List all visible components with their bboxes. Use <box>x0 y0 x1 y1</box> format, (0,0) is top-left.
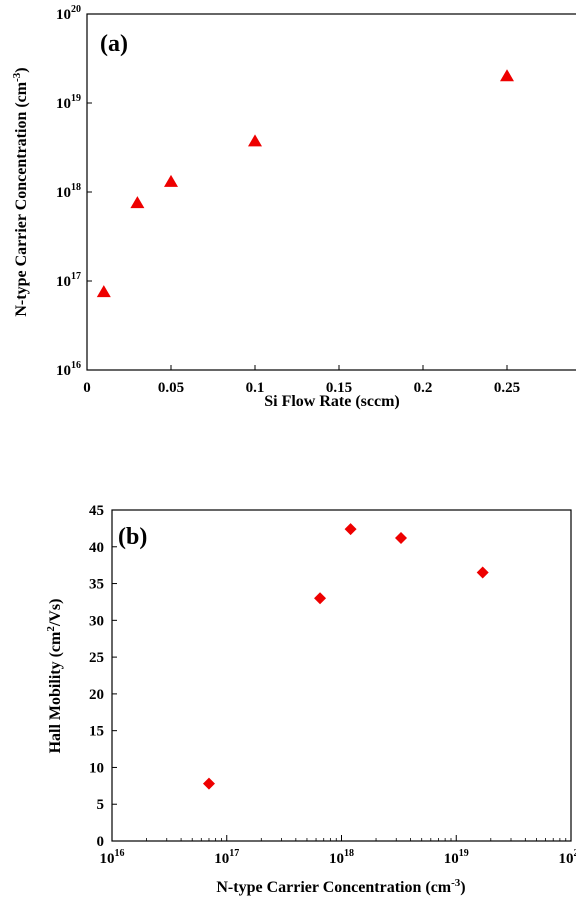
y-axis-label-a: N-type Carrier Concentration (cm-3) <box>11 67 30 316</box>
axes-a: 00.050.10.150.20.250.3101610171018101910… <box>56 4 520 396</box>
x-tick-label-b: 1016 <box>100 848 125 867</box>
data-point-a <box>96 285 111 298</box>
data-point-b <box>314 592 327 605</box>
x-axis-label-a: Si Flow Rate (sccm) <box>264 393 400 410</box>
y-tick-label-a: 1019 <box>56 93 81 112</box>
x-tick-label-b: 1019 <box>444 848 469 867</box>
x-axis-label-b: N-type Carrier Concentration (cm-3) <box>216 877 465 896</box>
data-point-a <box>164 174 178 187</box>
data-point-b <box>202 777 215 790</box>
x-tick-label-a: 0.2 <box>414 380 433 396</box>
x-tick-label-a: 0 <box>83 380 91 396</box>
y-tick-label-b: 5 <box>97 797 105 813</box>
data-point-a <box>130 196 145 209</box>
plot-frame-a <box>86 13 576 371</box>
panel-label-b: (b) <box>118 524 147 550</box>
y-tick-label-b: 45 <box>89 503 104 519</box>
x-tick-label-a: 0.25 <box>494 380 520 396</box>
x-tick-label-a: 0.05 <box>158 380 184 396</box>
series-b <box>202 523 489 790</box>
y-tick-label-b: 40 <box>89 540 104 556</box>
x-tick-label-a: 0.1 <box>246 380 265 396</box>
y-tick-label-a: 1016 <box>56 360 81 379</box>
y-tick-label-a: 1017 <box>56 271 81 290</box>
y-tick-label-a: 1020 <box>56 4 81 23</box>
series-a <box>96 69 514 298</box>
y-tick-label-b: 20 <box>89 687 104 703</box>
data-point-b <box>476 566 489 579</box>
y-tick-label-b: 35 <box>89 577 104 593</box>
y-tick-label-b: 30 <box>89 613 104 629</box>
x-tick-label-a: 0.15 <box>326 380 352 396</box>
y-tick-label-b: 25 <box>89 650 104 666</box>
x-tick-label-b: 1020 <box>559 848 576 867</box>
data-point-a <box>500 69 514 82</box>
plot-frame-b <box>111 509 572 842</box>
y-tick-label-b: 10 <box>89 760 104 776</box>
x-tick-label-b: 1018 <box>329 848 354 867</box>
chart-b: 1016 1017 1018 1019 1020 0 5 10 15 20 25 30 35 40 45 (… <box>45 503 576 896</box>
y-tick-label-b: 0 <box>97 834 105 850</box>
data-point-b <box>344 523 357 536</box>
data-point-b <box>394 531 407 544</box>
axes-b: 1016 1017 1018 1019 1020 0 5 10 15 20 25 30 35 40 45 <box>89 503 576 867</box>
y-tick-label-b: 15 <box>89 724 104 740</box>
chart-a: 00.050.10.150.20.250.3101610171018101910… <box>11 4 576 410</box>
x-tick-label-b: 1017 <box>214 848 239 867</box>
data-point-a <box>248 134 262 147</box>
panel-label-a: (a) <box>100 31 128 57</box>
y-tick-label-a: 1018 <box>56 182 81 201</box>
y-axis-label-b: Hall Mobility (cm2/Vs) <box>45 599 64 754</box>
